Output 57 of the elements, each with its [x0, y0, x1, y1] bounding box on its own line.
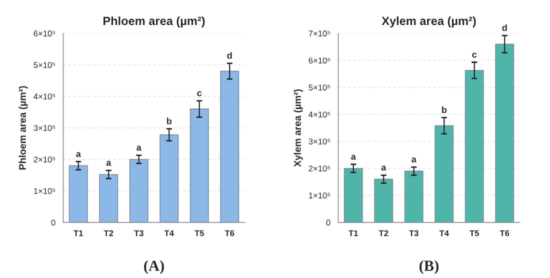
y-tick-label: 1×10⁵ — [34, 188, 56, 194]
bar — [434, 125, 454, 222]
y-tick-label: 4×10⁵ — [308, 112, 330, 118]
y-tick-label: 1×10⁵ — [309, 192, 330, 198]
bar — [344, 168, 363, 222]
chart-title: Phloem area (µm²) — [104, 16, 205, 28]
bar — [404, 170, 424, 222]
y-tick-label: 4×10⁵ — [34, 94, 56, 100]
y-tick-label: 3×10⁵ — [308, 138, 330, 144]
x-tick-label: T6 — [500, 230, 510, 236]
x-tick-label: T1 — [348, 230, 358, 236]
annotation: c — [197, 91, 202, 96]
x-tick-label: T2 — [378, 230, 388, 236]
annotation: a — [106, 160, 112, 166]
bar — [495, 44, 514, 222]
bar — [374, 178, 394, 222]
x-tick-label: T5 — [194, 230, 204, 236]
bar — [68, 165, 88, 222]
y-tick-label: 2×10⁵ — [34, 156, 56, 162]
bar — [220, 70, 240, 222]
annotation: a — [351, 154, 356, 160]
y-tick-label: 6×10⁵ — [34, 30, 56, 36]
bar — [99, 174, 118, 222]
y-axis-title: Phloem area (µm²) — [18, 86, 28, 170]
bar — [129, 158, 148, 222]
text: (A) — [144, 260, 164, 274]
y-tick-label: 2×10⁵ — [308, 166, 330, 172]
annotation: a — [76, 152, 81, 158]
x-tick-label: T5 — [470, 230, 480, 236]
annotation: d — [227, 52, 232, 59]
x-tick-label: T2 — [104, 230, 114, 236]
annotation: a — [381, 166, 386, 171]
x-tick-label: T6 — [224, 230, 234, 236]
annotation: c — [472, 52, 477, 58]
annotation: a — [412, 158, 416, 162]
text: (B) — [419, 260, 439, 274]
x-tick-label: T1 — [74, 230, 84, 236]
y-tick-label: 5×10⁵ — [308, 84, 330, 90]
y-tick-label: 0 — [51, 220, 56, 226]
annotation: b — [442, 106, 447, 114]
bar — [160, 134, 179, 222]
y-tick-label: 7×10⁵ — [308, 30, 330, 36]
x-tick-label: T4 — [439, 230, 449, 236]
bar — [190, 108, 209, 222]
bar — [464, 70, 484, 222]
annotation: a — [136, 146, 142, 151]
x-tick-label: T3 — [409, 230, 418, 236]
chart-title: Xylem area (µm²) — [382, 16, 476, 28]
y-tick-label: 3×10⁵ — [34, 125, 56, 131]
x-tick-label: T3 — [134, 230, 144, 236]
y-tick-label: 5×10⁵ — [34, 62, 56, 68]
y-axis-title: Xylem area (µm²) — [294, 89, 303, 167]
y-tick-label: 0 — [326, 220, 330, 226]
annotation: d — [502, 24, 507, 31]
annotation: b — [166, 118, 172, 124]
y-tick-label: 6×10⁵ — [308, 58, 330, 64]
x-tick-label: T4 — [164, 230, 174, 236]
